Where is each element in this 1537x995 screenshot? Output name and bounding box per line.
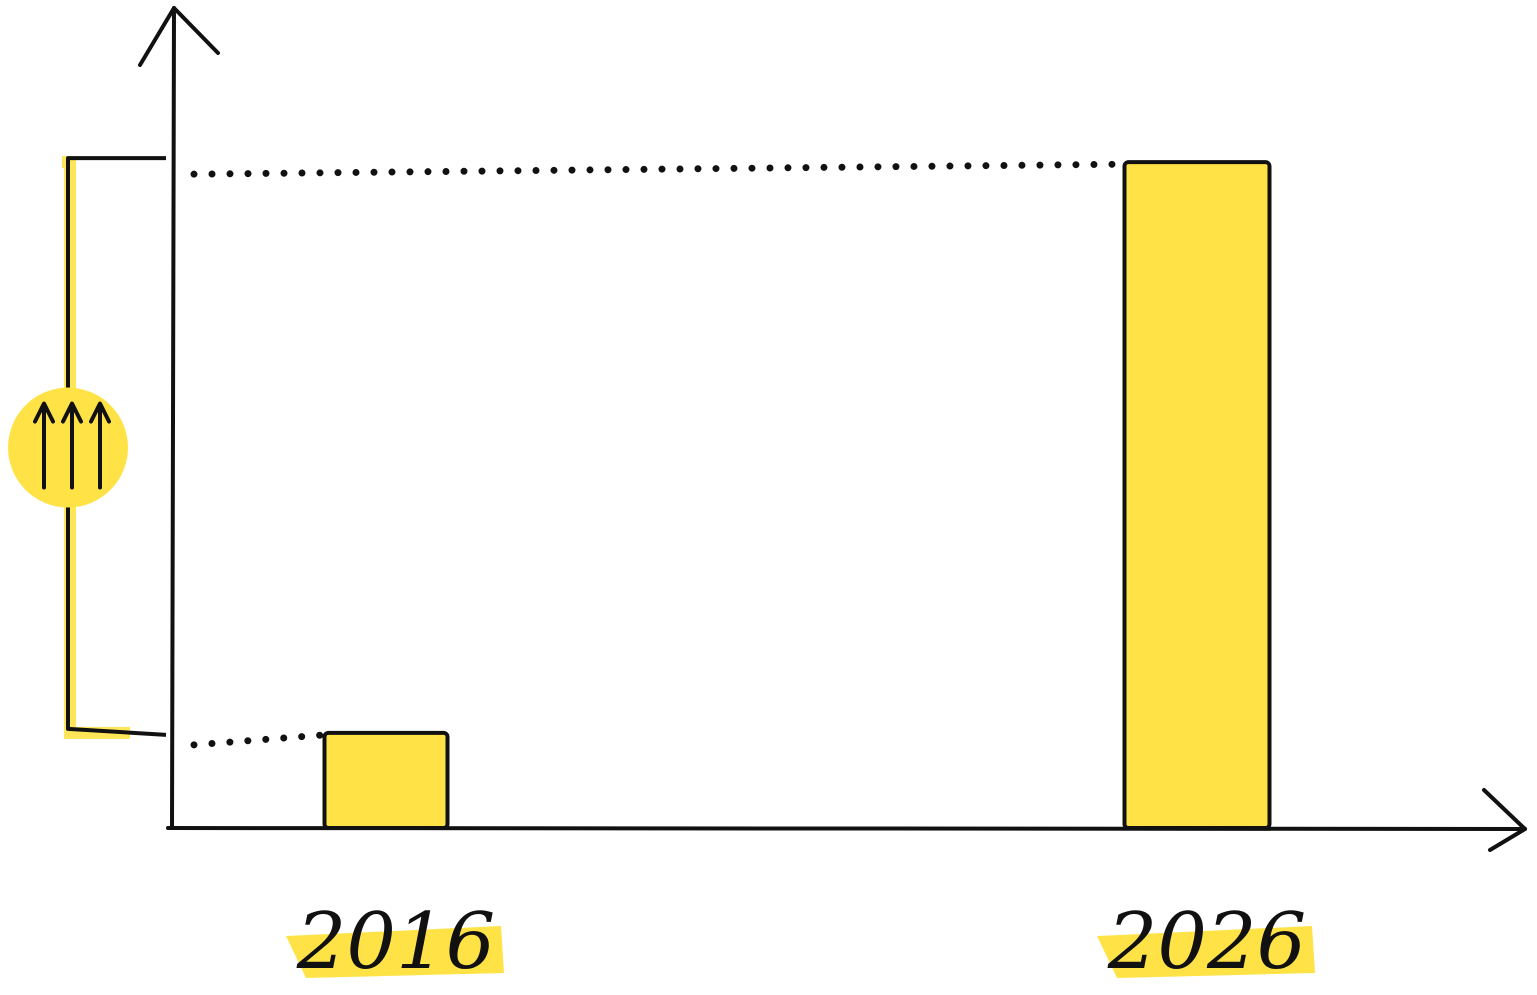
axes [138, 6, 1527, 852]
label-highlight [1097, 926, 1315, 978]
dotted-guide [190, 731, 328, 749]
growth-arrow [61, 401, 83, 490]
label-highlight [286, 926, 504, 978]
dotted-guide [190, 160, 1128, 178]
bar [322, 730, 450, 831]
bar [1122, 160, 1272, 831]
growth-badge [8, 387, 128, 508]
y-axis [170, 6, 176, 830]
x-tick-label: 2026 [1107, 897, 1307, 987]
growth-arrow [33, 401, 55, 490]
y-axis-arrow [138, 6, 220, 67]
x-tick-label: 2016 [296, 897, 496, 987]
x-axis-arrow [1482, 788, 1527, 852]
growth-arrow [89, 401, 111, 490]
